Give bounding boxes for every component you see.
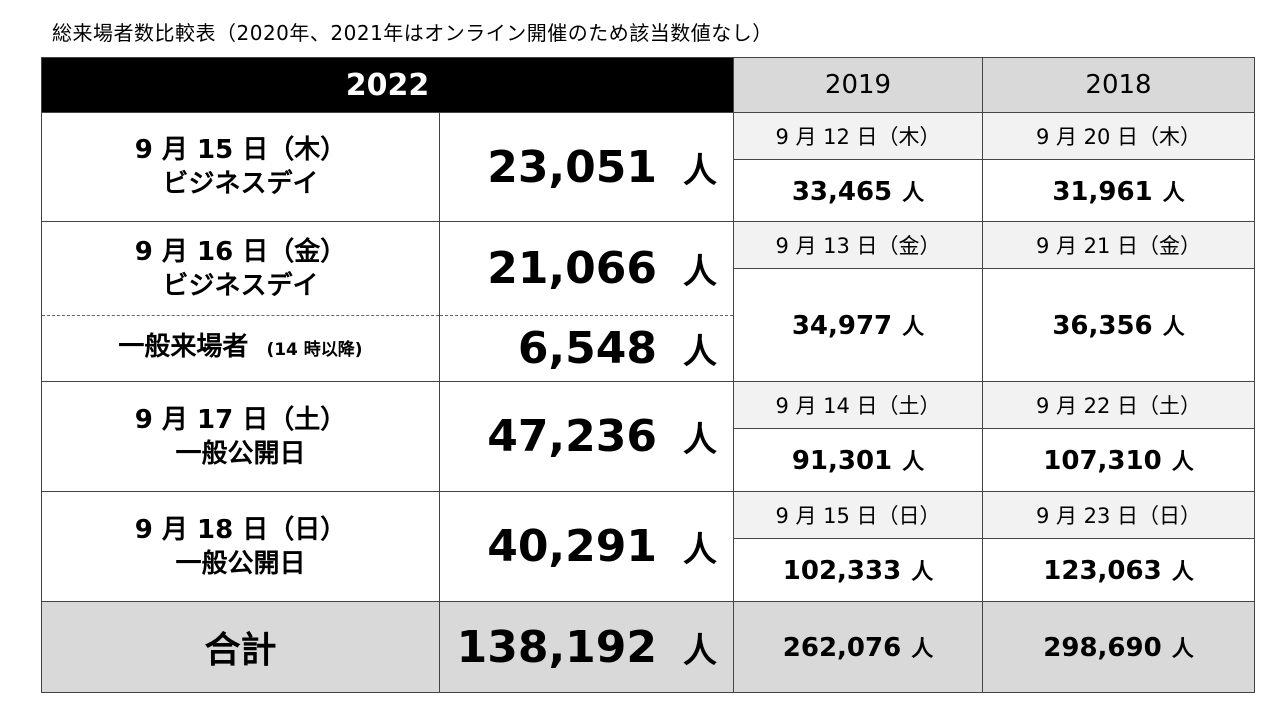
page-title: 総来場者数比較表（2020年、2021年はオンライン開催のため該当数値なし） (52, 21, 773, 45)
total-2018-number: 298,690 (1043, 633, 1162, 663)
value-2019: 34,977 人 (733, 268, 983, 382)
unit-label: 人 (902, 450, 925, 475)
unit-label: 人 (1171, 560, 1194, 585)
value-2018-number: 107,310 (1043, 446, 1162, 476)
day-type: 一般公開日 (175, 438, 306, 469)
total-value-2022: 138,192 人 (439, 601, 734, 693)
day-cell: 9 月 17 日（土） 一般公開日 (41, 381, 440, 492)
day-type: 一般公開日 (175, 548, 306, 579)
table-header-row: 2022 2019 2018 (41, 57, 1255, 113)
value-2018: 36,356 人 (982, 268, 1255, 382)
unit-label: 人 (683, 150, 717, 191)
general-visitor-cell: 一般来場者 (14 時以降) (41, 315, 440, 382)
value-2018: 123,063 人 (982, 538, 1255, 602)
unit-label: 人 (1162, 315, 1185, 340)
value-2018-number: 31,961 (1052, 176, 1153, 207)
date-2018: 9 月 21 日（金） (982, 221, 1255, 269)
value-2019: 33,465 人 (733, 159, 983, 222)
attendance-comparison-table: 2022 2019 2018 9 月 15 日（木） ビジネスデイ 23,051… (41, 57, 1255, 693)
date-2018: 9 月 23 日（日） (982, 491, 1255, 539)
date-2019: 9 月 12 日（木） (733, 112, 983, 160)
unit-label: 人 (683, 252, 717, 292)
unit-label: 人 (911, 560, 934, 585)
day-type: ビジネスデイ (162, 169, 319, 199)
date-2019: 9 月 15 日（日） (733, 491, 983, 539)
table-row: 9 月 18 日（日） 一般公開日 40,291 人 9 月 15 日（日） 9 … (41, 491, 1255, 602)
table-row: 91,301 人 107,310 人 (42, 428, 1255, 492)
value-2022-number: 23,051 (487, 141, 657, 193)
value-2022-number: 6,548 (517, 323, 657, 374)
total-label: 合計 (41, 601, 440, 693)
header-2019: 2019 (733, 57, 983, 113)
table-row: 一般来場者 (14 時以降) 6,548 人 (41, 315, 1255, 382)
table-row: 33,465 人 31,961 人 (42, 159, 1255, 222)
total-row: 合計 138,192 人 262,076 人 298,690 人 (41, 601, 1255, 693)
total-value-2018: 298,690 人 (982, 601, 1255, 693)
value-2019-number: 33,465 (791, 176, 893, 207)
total-value-2019: 262,076 人 (733, 601, 983, 693)
value-2018-number: 123,063 (1043, 556, 1162, 586)
unit-label: 人 (683, 630, 717, 671)
table-row: 102,333 人 123,063 人 (42, 538, 1255, 602)
unit-label: 人 (911, 637, 934, 662)
total-2022-number: 138,192 (456, 621, 657, 673)
day-date: 9 月 17 日（土） (134, 404, 347, 435)
value-2018: 31,961 人 (982, 159, 1255, 222)
value-2022-number: 47,236 (487, 411, 657, 462)
value-2022: 47,236 人 (439, 381, 734, 492)
day-type: ビジネスデイ (162, 270, 319, 301)
day-cell: 9 月 18 日（日） 一般公開日 (41, 491, 440, 602)
header-2022: 2022 (41, 57, 734, 113)
general-visitor-note: (14 時以降) (266, 340, 363, 360)
unit-label: 人 (683, 332, 717, 372)
value-2019: 102,333 人 (733, 538, 983, 602)
unit-label: 人 (683, 530, 717, 570)
date-2018: 9 月 22 日（土） (982, 381, 1255, 429)
unit-label: 人 (683, 420, 717, 460)
value-2022: 23,051 人 (439, 112, 734, 222)
unit-label: 人 (1171, 450, 1194, 475)
day-cell: 9 月 16 日（金） ビジネスデイ (41, 221, 440, 316)
day-date: 9 月 16 日（金） (134, 236, 347, 267)
date-2019: 9 月 14 日（土） (733, 381, 983, 429)
table-row: 9 月 16 日（金） ビジネスデイ 21,066 人 9 月 13 日（金） 9… (41, 221, 1255, 316)
day-cell: 9 月 15 日（木） ビジネスデイ (41, 112, 440, 222)
table-row: 34,977 人 36,356 人 (42, 268, 1255, 382)
unit-label: 人 (902, 180, 925, 206)
table-row: 9 月 15 日（木） ビジネスデイ 23,051 人 9 月 12 日（木） 9… (41, 112, 1255, 222)
total-2019-number: 262,076 (782, 633, 902, 663)
unit-label: 人 (902, 315, 925, 340)
value-2019-number: 91,301 (791, 446, 893, 476)
value-2022: 40,291 人 (439, 491, 734, 602)
header-2018: 2018 (982, 57, 1255, 113)
table-row: 9 月 17 日（土） 一般公開日 47,236 人 9 月 14 日（土） 9 … (41, 381, 1255, 492)
value-2022-number: 40,291 (487, 521, 657, 572)
value-2022-number: 21,066 (487, 243, 657, 294)
unit-label: 人 (1171, 637, 1194, 662)
day-date: 9 月 18 日（日） (134, 514, 347, 545)
day-date: 9 月 15 日（木） (134, 135, 347, 165)
date-2018: 9 月 20 日（木） (982, 112, 1255, 160)
value-2019: 91,301 人 (733, 428, 983, 492)
unit-label: 人 (1162, 180, 1185, 206)
general-visitor-value-2022: 6,548 人 (439, 315, 734, 382)
value-2019-number: 34,977 (791, 311, 893, 341)
value-2022: 21,066 人 (439, 221, 734, 316)
value-2018-number: 36,356 (1052, 311, 1153, 341)
value-2019-number: 102,333 (782, 556, 902, 586)
general-visitor-label: 一般来場者 (118, 332, 249, 362)
date-2019: 9 月 13 日（金） (733, 221, 983, 269)
value-2018: 107,310 人 (982, 428, 1255, 492)
